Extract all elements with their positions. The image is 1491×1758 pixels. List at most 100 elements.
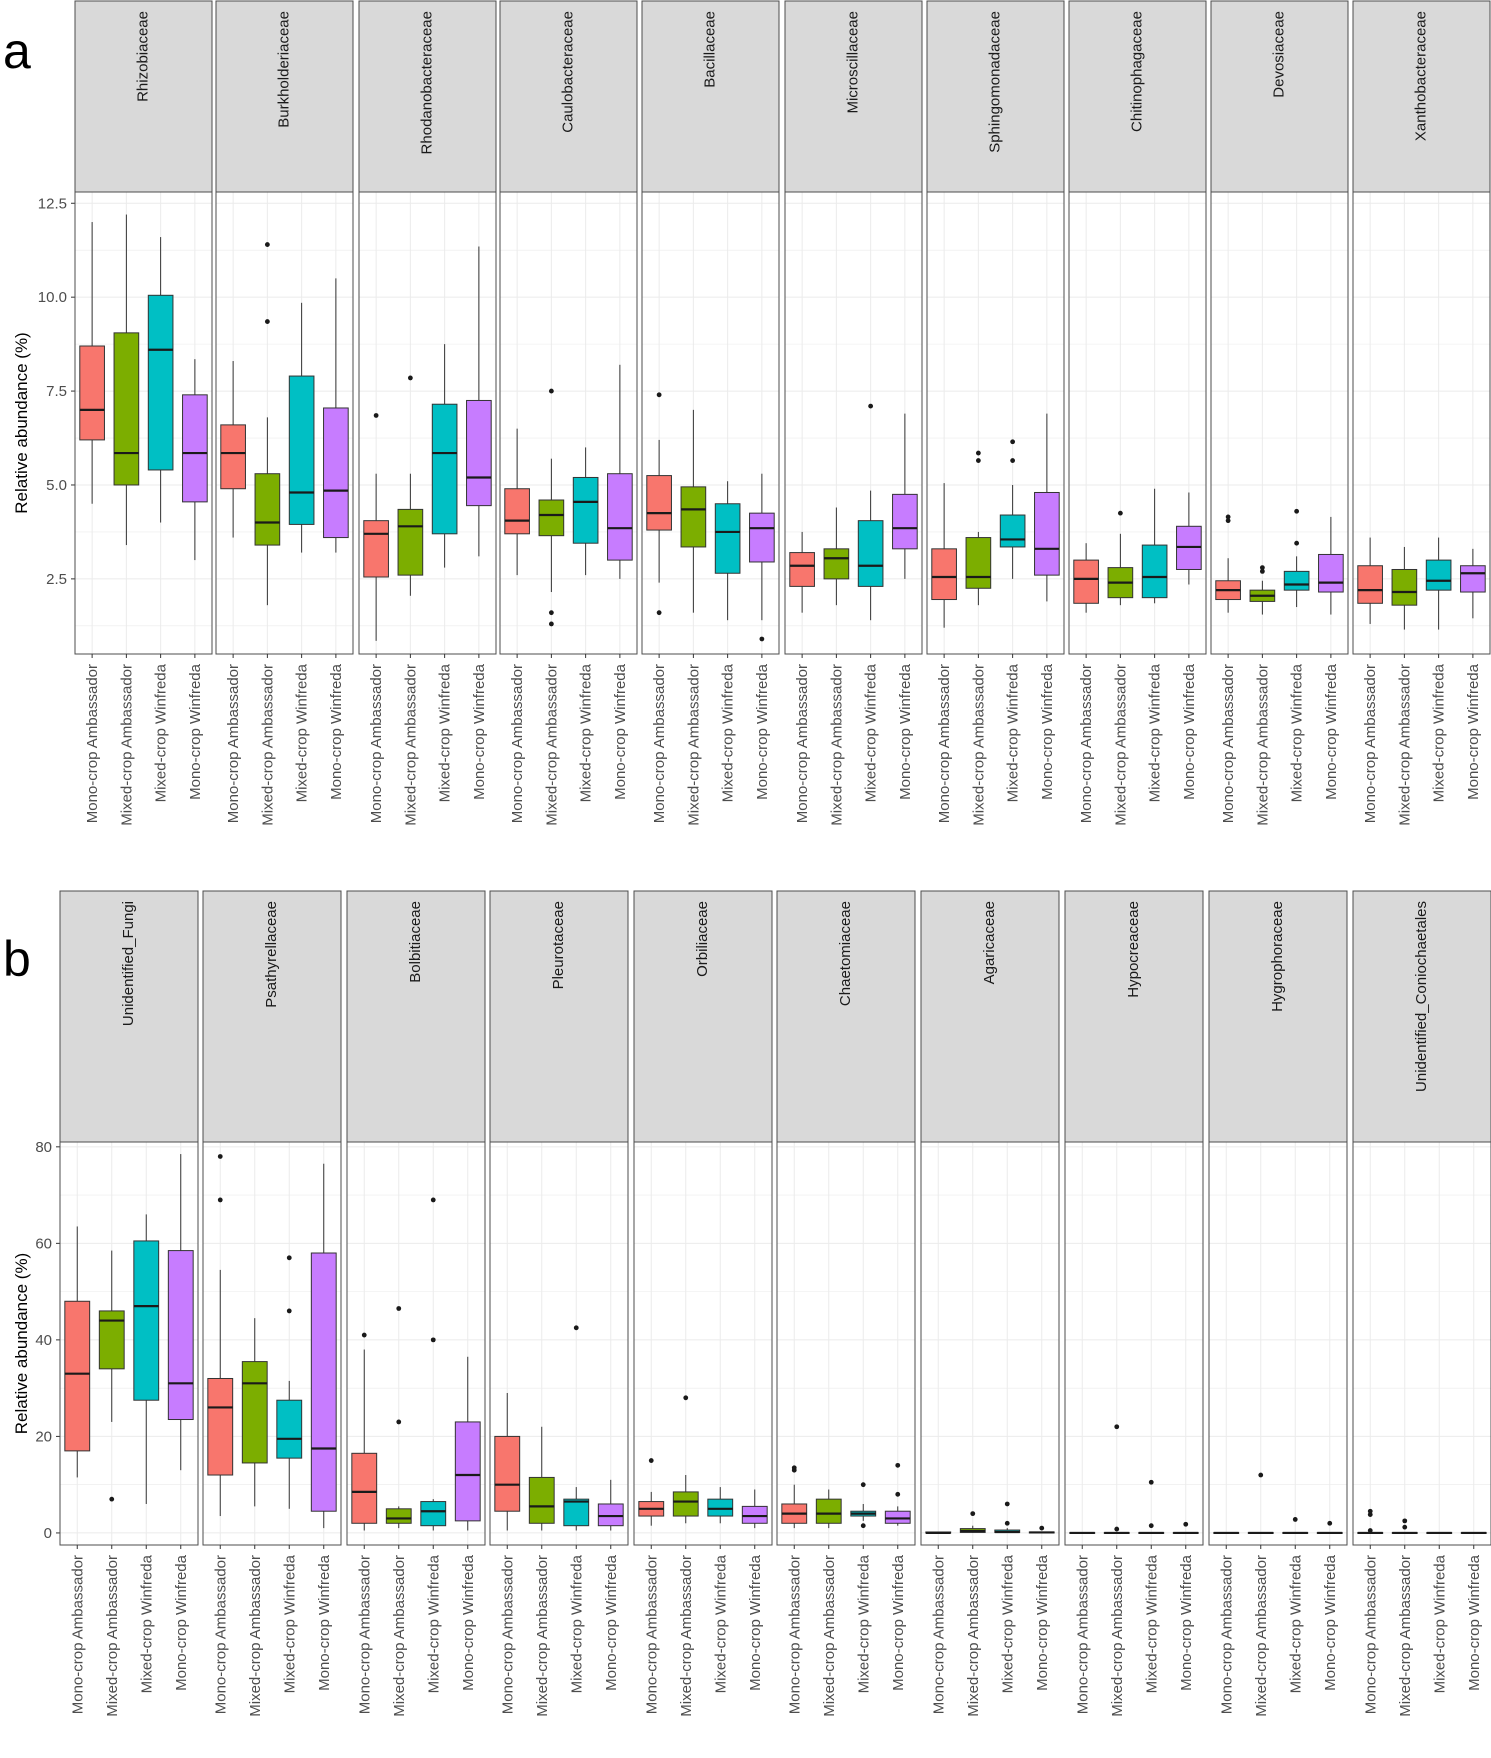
box-iqr (749, 512, 775, 563)
outlier-point (1114, 1424, 1120, 1430)
box-iqr (563, 1498, 590, 1527)
facet-strip-label: Xanthobacteraceae (1412, 11, 1429, 141)
x-tick-label: Mono-crop Ambassador (212, 1555, 229, 1714)
x-tick-label: Mixed-crop Winfreda (1287, 1554, 1304, 1693)
facet-strip (926, 0, 1065, 193)
outlier-point (548, 610, 554, 616)
outlier-point (1259, 565, 1265, 571)
plot-border (346, 1141, 486, 1546)
outlier-point (430, 1337, 436, 1343)
x-tick-label: Mono-crop Ambassador (1220, 664, 1237, 823)
facet-Xanthobacteraceae: Xanthobacteraceae Mono-crop Ambassador Mix… (1352, 0, 1491, 826)
x-tick-label: Mono-crop Ambassador (1362, 664, 1379, 823)
plot-border (202, 1141, 342, 1546)
box-iqr (494, 1435, 521, 1512)
outlier-point (1004, 1520, 1010, 1526)
box-Mono-crop Winfreda (884, 1462, 911, 1526)
x-tick-label: Mono-crop Ambassador (499, 1555, 516, 1714)
outlier-point (1367, 1512, 1373, 1517)
facet-strip (1068, 0, 1207, 193)
box-Mixed-crop Winfreda (1426, 1531, 1453, 1535)
x-tick-label: Mixed-crop Ambassador (391, 1555, 408, 1717)
facet-Bacillaceae: Bacillaceae Mono-crop Ambassador Mixed-cro… (641, 0, 780, 826)
box-Mono-crop Ambassador (1215, 514, 1241, 613)
box-iqr (113, 332, 140, 486)
facet-strip (1208, 890, 1348, 1143)
y-tick-label: 5.0 (46, 477, 67, 494)
facet-strip-label: Agaricaceae (981, 901, 998, 984)
box-Mixed-crop Ambassador (1391, 1518, 1418, 1535)
box-Mixed-crop Winfreda (276, 1255, 303, 1509)
box-iqr (965, 537, 992, 589)
x-tick-label: Mono-crop Winfreda (890, 1554, 907, 1691)
outlier-point (286, 1255, 292, 1261)
box-Mono-crop Ambassador (494, 1392, 521, 1531)
box-iqr (64, 1300, 91, 1452)
outlier-point (1148, 1479, 1154, 1485)
x-tick-label: Mixed-crop Ambassador (543, 664, 560, 826)
facet-strip (202, 890, 342, 1143)
facet-strip (920, 890, 1060, 1143)
x-tick-label: Mono-crop Ambassador (69, 1555, 86, 1714)
box-Mono-crop Ambassador (925, 1531, 952, 1535)
box-Mixed-crop Winfreda (999, 439, 1026, 579)
outlier-point (1294, 508, 1300, 514)
x-tick-label: Mono-crop Winfreda (460, 1554, 477, 1691)
box-iqr (1357, 565, 1383, 604)
box-Mixed-crop Ambassador (538, 388, 565, 627)
facet-strip-label: Caulobacteraceae (559, 11, 576, 133)
outlier-point (975, 458, 981, 463)
panel-b: b Relative abundance (%) 0 20 40 60 80 Unidenti… (3, 890, 1491, 1717)
plot-border (641, 191, 780, 655)
plot-border (59, 1141, 199, 1546)
box-Mixed-crop Winfreda (563, 1325, 590, 1531)
box-iqr (182, 394, 208, 503)
facet-strip (346, 890, 486, 1143)
x-tick-label: Mixed-crop Winfreda (437, 663, 454, 802)
box-iqr (999, 514, 1026, 548)
facet-strip-label: Unidentified_Coniochaetales (1413, 901, 1430, 1092)
box-Mono-crop Winfreda (749, 473, 775, 642)
box-Mono-crop Winfreda (892, 413, 918, 579)
x-tick-label: Mixed-crop Ambassador (821, 1555, 838, 1717)
outlier-point (860, 1523, 866, 1529)
x-tick-label: Mono-crop Ambassador (936, 664, 953, 823)
outlier-point (548, 621, 554, 627)
box-Mono-crop Ambassador (1073, 543, 1099, 613)
plot-background (634, 1142, 772, 1545)
plot-border (1352, 191, 1491, 655)
x-tick-label: Mixed-crop Winfreda (294, 663, 311, 802)
x-tick-label: Mono-crop Ambassador (509, 664, 526, 823)
box-Mixed-crop Winfreda (147, 237, 174, 523)
x-tick-label: Mono-crop Ambassador (786, 1555, 803, 1714)
box-Mixed-crop Winfreda (707, 1487, 734, 1524)
x-tick-label: Mixed-crop Winfreda (425, 1554, 442, 1693)
facet-strip-label: Burkholderiaceae (275, 11, 292, 128)
facet-Burkholderiaceae: Burkholderiaceae Mono-crop Ambassador Mixe… (215, 0, 354, 826)
facet-Agaricaceae: Agaricaceae Mono-crop Ambassador Mixed-cro… (920, 890, 1060, 1717)
x-tick-label: Mixed-crop Ambassador (1397, 1555, 1414, 1717)
x-tick-label: Mono-crop Winfreda (1322, 1554, 1339, 1691)
box-Mono-crop Ambassador (64, 1226, 91, 1478)
box-Mixed-crop Winfreda (857, 403, 884, 621)
outlier-point (868, 403, 874, 409)
x-tick-label: Mixed-crop Ambassador (1112, 664, 1129, 826)
plot-background (642, 192, 779, 654)
facet-strip-label: Hypocreaceae (1125, 901, 1142, 998)
x-tick-label: Mixed-crop Winfreda (281, 1554, 298, 1693)
box-iqr (420, 1501, 447, 1527)
facet-strip-label: Bolbitiaceae (407, 901, 424, 983)
outlier-point (1148, 1523, 1154, 1529)
facet-strip-label: Orbiliaceae (694, 901, 711, 977)
x-tick-label: Mono-crop Ambassador (1218, 1555, 1235, 1714)
outlier-point (1114, 1526, 1120, 1532)
box-iqr (1425, 559, 1452, 591)
box-iqr (147, 294, 174, 471)
outlier-point (373, 413, 379, 418)
facet-strip (784, 0, 923, 193)
x-tick-label: Mono-crop Winfreda (316, 1554, 333, 1691)
box-Mono-crop Ambassador (646, 392, 672, 616)
x-tick-label: Mixed-crop Winfreda (863, 663, 880, 802)
box-iqr (538, 499, 565, 537)
